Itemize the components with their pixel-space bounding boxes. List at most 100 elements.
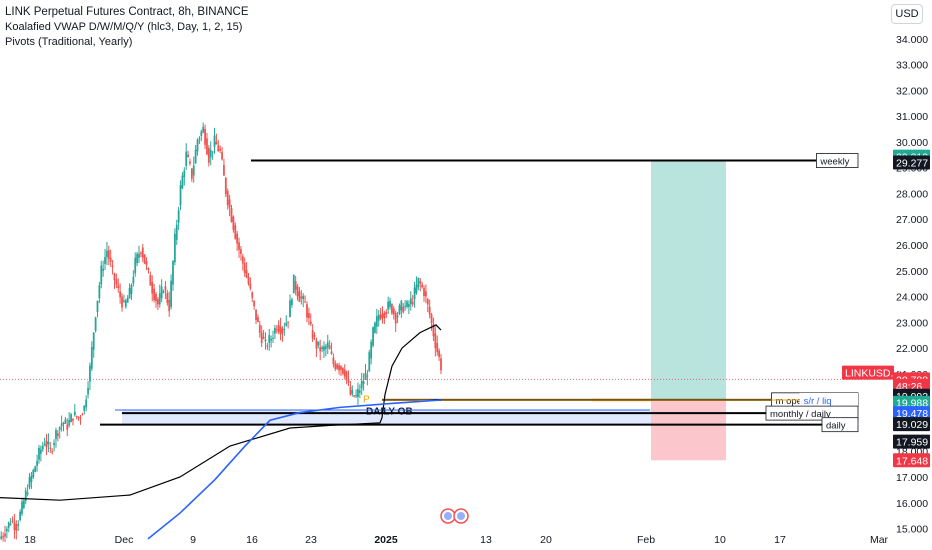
candle-body xyxy=(355,395,357,397)
level-label-box xyxy=(816,153,859,168)
candle-body xyxy=(383,312,386,319)
candle-body xyxy=(353,395,356,397)
candle-body xyxy=(156,299,159,305)
candle-body xyxy=(430,314,433,324)
candle-body xyxy=(34,466,37,472)
candle-body xyxy=(130,285,133,294)
candle-body xyxy=(153,288,156,301)
candle-body xyxy=(72,418,74,421)
candle-body xyxy=(168,299,171,312)
candle-body xyxy=(181,175,184,189)
candle-body xyxy=(404,305,407,307)
candle-body xyxy=(126,297,129,303)
candle-body xyxy=(270,338,273,341)
candle-body xyxy=(149,275,152,286)
candle-body xyxy=(56,433,59,437)
candle-body xyxy=(32,469,35,477)
stop-zone xyxy=(651,399,726,461)
candle-body xyxy=(24,490,27,502)
candle-body xyxy=(281,328,284,334)
candle-body xyxy=(87,387,89,395)
y-tick-label: 23.000 xyxy=(896,317,928,329)
candle-body xyxy=(266,345,269,347)
candle-body xyxy=(43,444,46,446)
candle-body xyxy=(4,533,6,537)
price-tag-level xyxy=(893,417,930,432)
currency-button[interactable]: USD xyxy=(891,4,923,24)
x-tick-label: 16 xyxy=(246,534,258,546)
candle-body xyxy=(417,277,420,288)
candle-body xyxy=(341,367,344,374)
candle-body xyxy=(360,380,363,389)
candle-body xyxy=(379,314,382,319)
candle-body xyxy=(26,492,29,495)
level-label: s/r / liq xyxy=(804,396,832,407)
candle-body xyxy=(289,300,291,318)
candle-body xyxy=(413,287,416,300)
candle-body xyxy=(296,286,299,297)
y-tick-label: 26.000 xyxy=(896,240,928,252)
candle-body xyxy=(166,293,169,303)
candle-body xyxy=(185,151,188,166)
candle-body xyxy=(223,165,225,176)
candle-body xyxy=(275,329,278,331)
candle-body xyxy=(107,250,110,259)
candle-body xyxy=(438,350,441,357)
candle-body xyxy=(213,135,216,148)
candle-body xyxy=(224,177,227,195)
candle-body xyxy=(170,280,172,307)
candle-body xyxy=(202,126,205,133)
candle-body xyxy=(323,346,325,351)
candle-body xyxy=(219,148,222,151)
candle-body xyxy=(64,419,67,424)
candle-body xyxy=(279,326,282,335)
candle-body xyxy=(134,257,137,274)
candle-body xyxy=(190,168,193,179)
candle-body xyxy=(368,352,371,372)
candle-body xyxy=(374,322,376,333)
vwap-indicator-label[interactable]: Koalafied VWAP D/W/M/Q/Y (hlc3, Day, 1, … xyxy=(5,21,243,33)
candle-body xyxy=(385,312,388,315)
x-tick-label: 23 xyxy=(305,534,317,546)
daily-ob-label: DAILY OB xyxy=(366,407,413,418)
price-tag-vwap xyxy=(893,406,930,421)
symbol-title[interactable]: LINK Perpetual Futures Contract, 8h, BIN… xyxy=(5,6,249,18)
candle-body xyxy=(313,335,316,337)
candle-body xyxy=(298,291,301,302)
candle-body xyxy=(9,524,12,526)
candle-body xyxy=(241,256,244,264)
candle-body xyxy=(362,381,365,385)
candle-body xyxy=(15,524,18,531)
candle-body xyxy=(226,190,229,206)
y-tick-label: 25.000 xyxy=(896,266,928,278)
candle-body xyxy=(292,274,295,294)
candle-body xyxy=(79,417,82,419)
candle-body xyxy=(370,341,373,359)
candle-body xyxy=(400,300,403,311)
candle-body xyxy=(102,268,105,271)
x-tick-label: 17 xyxy=(774,534,786,546)
pivots-indicator-label[interactable]: Pivots (Traditional, Yearly) xyxy=(5,36,133,48)
x-tick-label: 20 xyxy=(540,534,552,546)
candle-body xyxy=(2,536,5,538)
candle-body xyxy=(160,286,163,299)
candle-body xyxy=(338,365,340,371)
candle-body xyxy=(389,300,391,307)
candle-body xyxy=(206,138,208,155)
candle-body xyxy=(304,301,307,303)
candle-body xyxy=(324,346,327,349)
candle-body xyxy=(306,304,308,318)
x-tick-label: Feb xyxy=(637,534,655,546)
candle-body xyxy=(70,414,72,422)
candle-body xyxy=(332,357,335,364)
candle-body xyxy=(5,528,8,532)
candle-body xyxy=(207,147,210,163)
candle-body xyxy=(257,317,259,322)
vwap-blue-line xyxy=(147,399,442,540)
candle-body xyxy=(211,151,214,153)
y-tick-label: 33.000 xyxy=(896,60,928,72)
candle-body xyxy=(358,390,361,393)
candle-body xyxy=(349,386,352,395)
